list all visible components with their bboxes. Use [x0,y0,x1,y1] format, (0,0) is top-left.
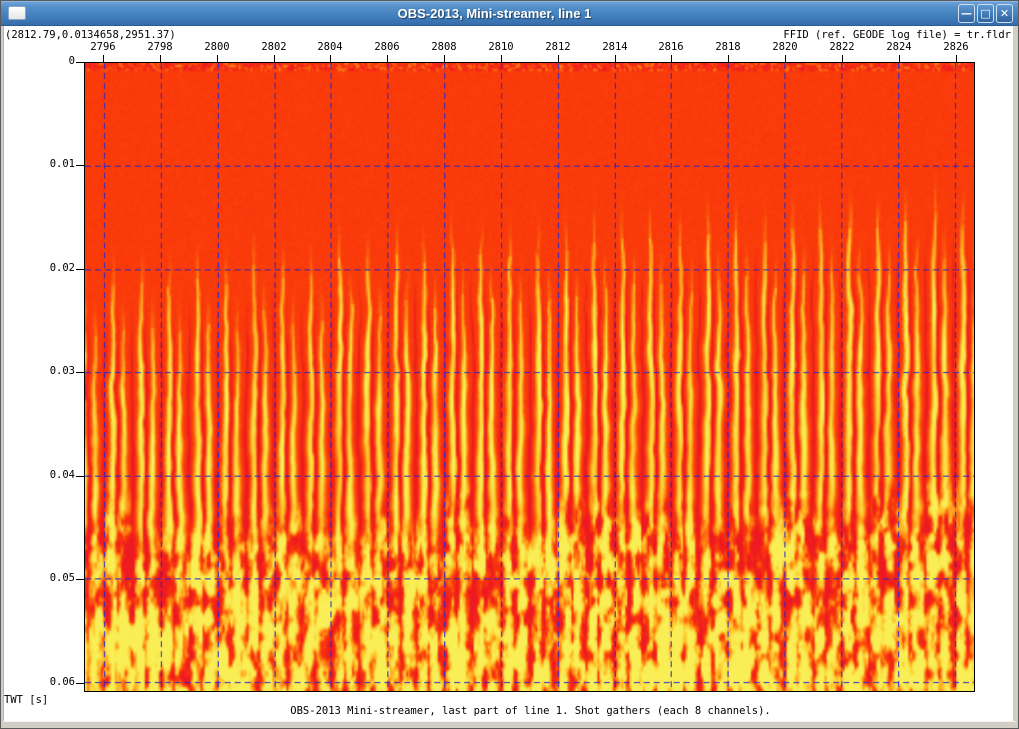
x-tick-label: 2812 [545,41,571,53]
x-tick-mark [217,55,218,62]
x-tick-mark [160,55,161,62]
y-tick-label: 0.03 [49,365,75,377]
seismic-heatmap-canvas[interactable] [84,62,975,692]
maximize-button[interactable]: □ [977,4,994,23]
y-tick-mark [76,579,84,580]
minimize-button[interactable]: — [958,4,975,23]
x-tick-label: 2818 [715,41,741,53]
x-tick-mark [444,55,445,62]
x-tick-mark [899,55,900,62]
x-tick-mark [785,55,786,62]
x-tick-mark [558,55,559,62]
y-tick-mark [76,62,84,63]
x-tick-label: 2822 [829,41,855,53]
x-tick-label: 2814 [602,41,628,53]
y-tick-mark [76,372,84,373]
x-tick-label: 2816 [658,41,684,53]
y-tick-mark [76,476,84,477]
y-tick-label: 0 [68,55,75,67]
y-tick-label: 0.06 [49,676,75,688]
x-tick-label: 2796 [90,41,116,53]
x-tick-label: 2802 [261,41,287,53]
x-tick-label: 2826 [943,41,969,53]
x-tick-mark [330,55,331,62]
y-tick-mark [76,165,84,166]
x-tick-label: 2824 [886,41,912,53]
x-tick-mark [501,55,502,62]
x-tick-mark [671,55,672,62]
y-tick-label: 0.02 [49,262,75,274]
x-tick-label: 2798 [147,41,173,53]
x-tick-mark [274,55,275,62]
window-menu-icon[interactable] [8,6,26,20]
close-button[interactable]: ✕ [996,4,1013,23]
x-tick-label: 2810 [488,41,514,53]
x-tick-label: 2800 [204,41,230,53]
y-tick-mark [76,269,84,270]
y-tick-label: 0.01 [49,158,75,170]
window-titlebar[interactable]: OBS-2013, Mini-streamer, line 1 — □ ✕ [1,1,1018,26]
window-bottom-edge [3,721,1016,722]
y-tick-label: 0.05 [49,572,75,584]
x-tick-mark [842,55,843,62]
y-tick-mark [76,683,84,684]
y-tick-label: 0.04 [49,469,75,481]
x-tick-mark [615,55,616,62]
cursor-coordinate-readout: (2812.79,0.0134658,2951.37) [5,29,176,41]
x-tick-label: 2808 [431,41,457,53]
figure-caption: OBS-2013 Mini-streamer, last part of lin… [290,705,771,717]
x-tick-mark [103,55,104,62]
x-tick-mark [728,55,729,62]
x-tick-label: 2804 [317,41,343,53]
y-axis-label: TWT [s] [4,694,49,706]
x-tick-label: 2820 [772,41,798,53]
window-title: OBS-2013, Mini-streamer, line 1 [397,6,592,21]
x-tick-mark [387,55,388,62]
window-controls: — □ ✕ [958,4,1013,23]
x-axis-title: FFID (ref. GEODE log file) = tr.fldr [783,29,1011,41]
x-tick-mark [956,55,957,62]
x-tick-label: 2806 [374,41,400,53]
